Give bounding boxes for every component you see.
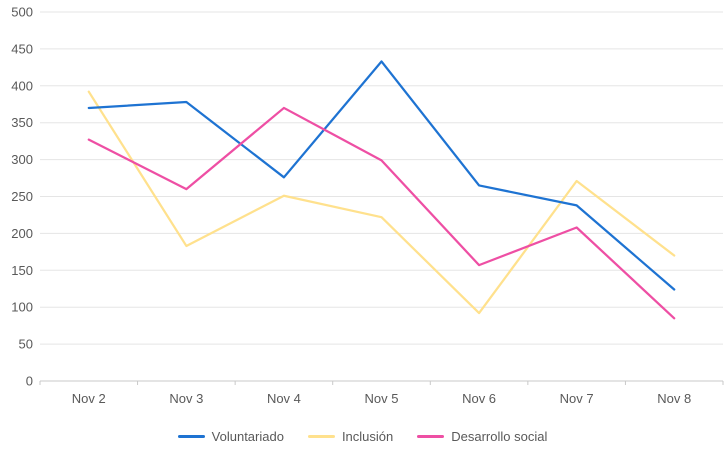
legend-swatch-voluntariado bbox=[177, 435, 205, 438]
series-line-voluntariado bbox=[87, 60, 676, 291]
x-axis-label: Nov 5 bbox=[365, 391, 399, 406]
y-axis-label: 50 bbox=[19, 337, 33, 352]
legend-item-voluntariado[interactable]: Voluntariado bbox=[177, 429, 284, 444]
y-axis-label: 150 bbox=[11, 263, 33, 278]
x-axis-label: Nov 3 bbox=[169, 391, 203, 406]
legend-label: Inclusión bbox=[341, 429, 394, 444]
x-axis-label: Nov 6 bbox=[462, 391, 496, 406]
y-axis-label: 300 bbox=[11, 152, 33, 167]
x-axis-label: Nov 4 bbox=[267, 391, 301, 406]
y-axis-label: 450 bbox=[11, 41, 33, 56]
legend-label: Desarrollo social bbox=[451, 429, 548, 444]
y-axis-label: 400 bbox=[11, 78, 33, 93]
y-axis-label: 0 bbox=[26, 374, 33, 389]
x-axis-label: Nov 8 bbox=[657, 391, 691, 406]
x-axis-label: Nov 2 bbox=[72, 391, 106, 406]
x-axis-label: Nov 7 bbox=[560, 391, 594, 406]
series-line-desarrollo-social bbox=[87, 106, 676, 320]
legend-item-inclusi-n[interactable]: Inclusión bbox=[307, 429, 394, 444]
y-axis-label: 500 bbox=[11, 5, 33, 20]
y-axis-label: 250 bbox=[11, 189, 33, 204]
legend-label: Voluntariado bbox=[211, 429, 284, 444]
y-axis-label: 350 bbox=[11, 115, 33, 130]
y-axis-label: 200 bbox=[11, 226, 33, 241]
y-axis-label: 100 bbox=[11, 300, 33, 315]
legend: Voluntariado Inclusión Desarrollo social bbox=[0, 429, 725, 444]
series-line-inclusi-n bbox=[87, 90, 676, 315]
legend-item-desarrollo-social[interactable]: Desarrollo social bbox=[417, 429, 547, 444]
legend-swatch-desarrollo-social bbox=[417, 435, 445, 438]
legend-swatch-inclusi-n bbox=[307, 435, 335, 438]
